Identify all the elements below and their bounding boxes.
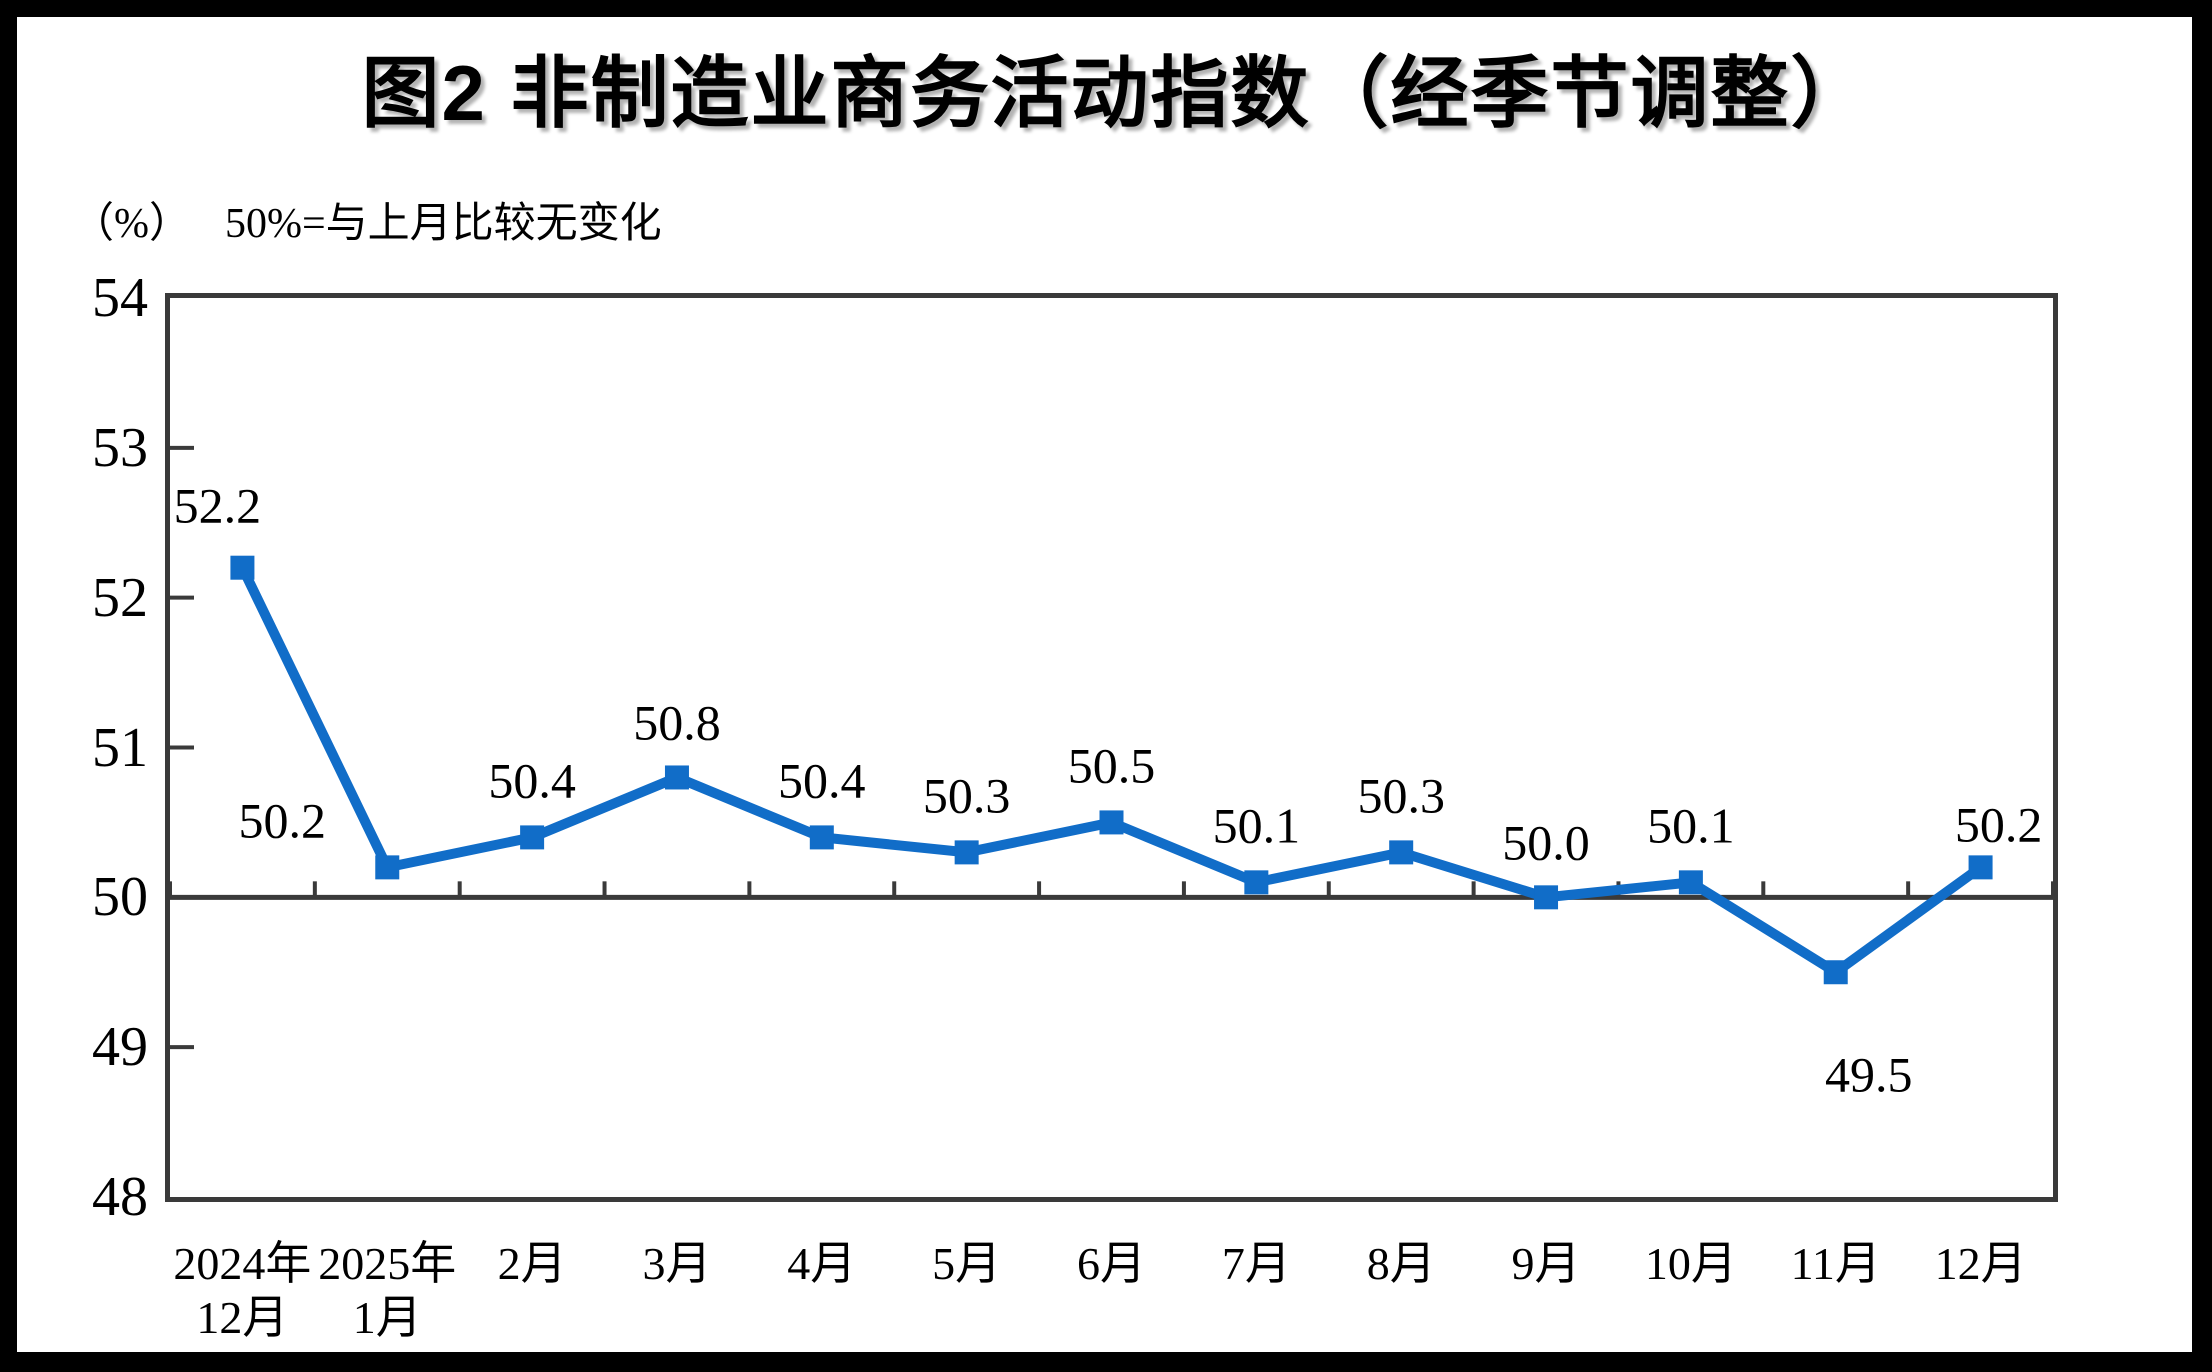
y-axis-tick-label: 51 [92, 716, 148, 779]
data-point-marker [664, 765, 689, 790]
data-point-marker [520, 825, 545, 850]
data-point-marker [809, 825, 834, 850]
axis-unit-note: （%） 50%=与上月比较无变化 [72, 196, 662, 252]
y-axis-tick-label: 53 [92, 416, 148, 479]
plot-area: 52.2 50.2 50.4 50.8 50.4 50.3 50.5 50.1 50.3 50.0… [165, 293, 2058, 1202]
data-point-label: 52.2 [174, 478, 262, 534]
data-point-label: 50.4 [488, 752, 575, 808]
y-axis-tick-label: 49 [92, 1016, 148, 1079]
data-point-label: 50.1 [1213, 797, 1301, 853]
y-axis-tick-label: 52 [92, 566, 148, 629]
data-point-marker [230, 555, 255, 580]
data-point-marker [1389, 840, 1414, 865]
x-axis-tick-label-row2: 1月 [352, 1292, 422, 1343]
plot-frame [165, 293, 2058, 1202]
data-point-marker [1244, 870, 1269, 895]
x-axis-tick-label: 3月 [642, 1238, 712, 1289]
unit-label: （%） [72, 201, 191, 247]
data-point-label: 50.5 [1068, 737, 1156, 793]
x-axis-tick-label: 2025年 [318, 1238, 457, 1289]
x-axis-tick-label: 12月 [1934, 1238, 2027, 1289]
data-point-marker [375, 855, 400, 880]
x-axis-tick-label: 4月 [787, 1238, 857, 1289]
x-axis-tick-label: 11月 [1790, 1238, 1881, 1289]
data-point-marker [1678, 870, 1703, 895]
data-point-label: 50.3 [923, 767, 1011, 823]
data-point-label: 50.4 [778, 752, 866, 808]
x-axis-tick-label: 7月 [1221, 1238, 1291, 1289]
data-point-label: 50.2 [1955, 796, 2043, 852]
data-point-marker [1968, 855, 1993, 880]
x-axis-tick-label: 2月 [497, 1238, 567, 1289]
x-axis-tick-label: 2024年 [173, 1238, 312, 1289]
data-point-label: 49.5 [1825, 1046, 1913, 1102]
data-point-label: 50.2 [239, 792, 326, 848]
x-axis-tick-label: 6月 [1077, 1238, 1146, 1289]
baseline-note: 50%=与上月比较无变化 [225, 201, 662, 247]
x-axis-tick-label-row2: 12月 [196, 1292, 289, 1343]
data-point-label: 50.3 [1357, 767, 1445, 823]
y-axis-tick-label: 50 [92, 866, 148, 929]
y-axis-tick-label: 48 [92, 1166, 148, 1228]
data-point-label: 50.8 [633, 694, 721, 750]
y-axis-tick-label: 54 [92, 267, 148, 329]
data-point-marker [1823, 960, 1848, 985]
chart-canvas [17, 17, 2192, 1352]
x-axis-tick-label: 5月 [932, 1238, 1002, 1289]
x-axis-tick-label: 10月 [1644, 1238, 1737, 1289]
x-axis-tick-label: 8月 [1366, 1238, 1436, 1289]
data-point-marker [954, 840, 979, 865]
x-axis-tick-label: 9月 [1511, 1238, 1581, 1289]
chart-title: 图2 非制造业商务活动指数（经季节调整） [361, 49, 1871, 137]
data-point-marker [1099, 810, 1124, 835]
data-point-label: 50.0 [1502, 814, 1590, 870]
data-point-label: 50.1 [1647, 797, 1735, 853]
data-point-marker [1534, 885, 1559, 910]
